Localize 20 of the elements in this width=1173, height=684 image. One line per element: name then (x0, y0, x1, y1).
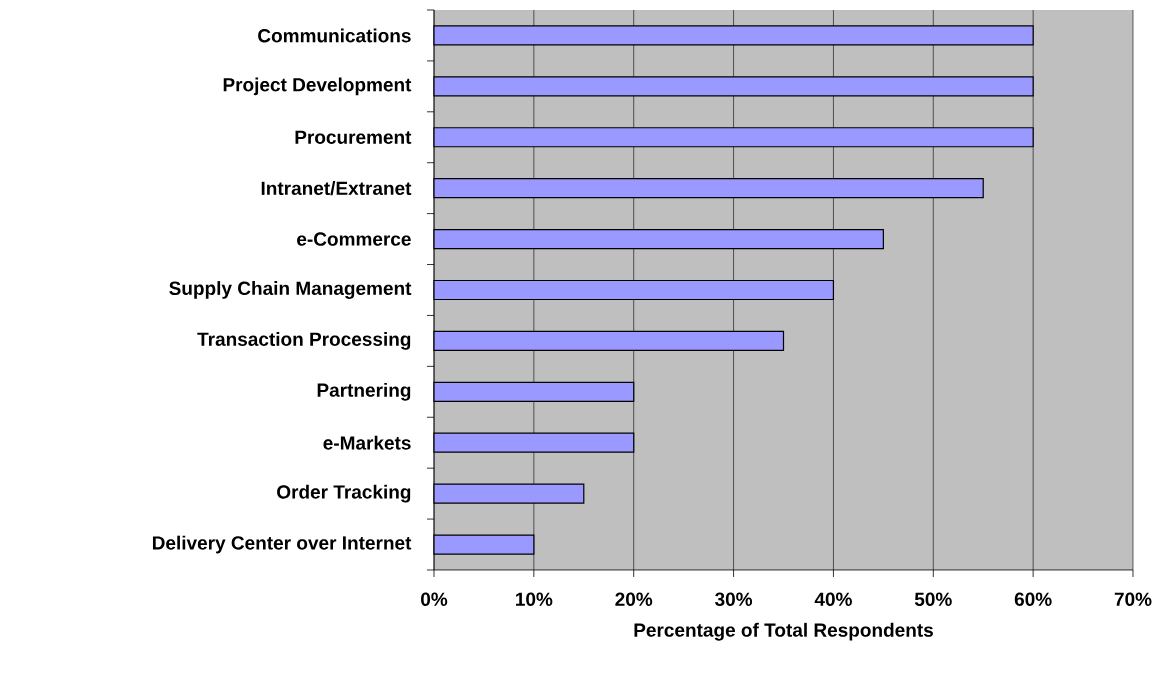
x-tick-label: 20% (615, 592, 653, 606)
y-tick-label: Transaction Processing (197, 332, 411, 350)
x-tick-label: 40% (814, 592, 852, 606)
x-tick-label: 50% (914, 592, 952, 606)
y-tick-label: Procurement (295, 130, 412, 144)
x-tick-label: 60% (1014, 592, 1052, 606)
y-tick-label: e-Commerce (297, 232, 411, 246)
y-tick-label: Order Tracking (277, 484, 411, 503)
x-tick-label: 10% (516, 592, 553, 606)
x-tick-label: 70% (1114, 592, 1152, 606)
y-tick-label: Delivery Center over Internet (152, 535, 412, 554)
y-tick-label: e-Markets (323, 435, 411, 450)
x-tick-label: 30% (715, 592, 753, 607)
x-axis-title: Percentage of Total Respondents (634, 622, 933, 641)
y-tick-label: Project Development (223, 77, 412, 96)
y-tick-label: Partnering (317, 382, 411, 401)
y-tick-label: Communications (258, 28, 411, 43)
x-tick-label: 0% (421, 592, 448, 606)
y-tick-label: Intranet/Extranet (261, 181, 412, 196)
y-tick-label: Supply Chain Management (169, 281, 412, 299)
